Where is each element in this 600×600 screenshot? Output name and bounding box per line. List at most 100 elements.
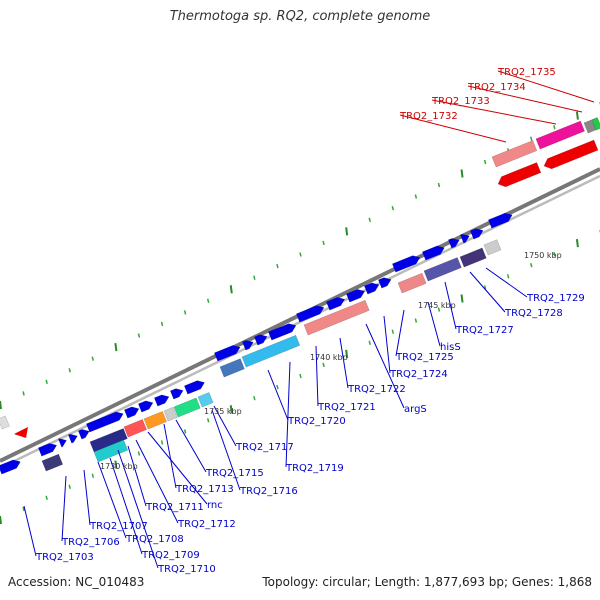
gene-forward (295, 305, 325, 323)
tick-dot (530, 263, 533, 268)
gene-box-6 (173, 397, 201, 418)
label-hiss: hisS (440, 342, 461, 353)
gene-forward (37, 443, 58, 457)
label-trq2_1728: TRQ2_1728 (504, 308, 563, 319)
gene-forward (85, 411, 124, 433)
tick-dot (345, 227, 349, 236)
gene-forward (137, 400, 154, 413)
label-trq2_1722: TRQ2_1722 (347, 384, 406, 395)
label-trq2_1720-leader (267, 369, 289, 421)
label-trq2_1713: TRQ2_1713 (175, 484, 234, 495)
tick-dot (553, 124, 556, 130)
tick-dot (506, 274, 510, 279)
kbp-tick-2: 1740 kbp (310, 353, 348, 362)
label-trq2_1717-leader (213, 405, 237, 447)
gene-top-2 (491, 140, 538, 168)
tick-dot (0, 515, 2, 525)
tick-dot (391, 206, 395, 211)
label-trq2_1716: TRQ2_1716 (239, 486, 298, 497)
tick-dot (206, 298, 210, 303)
label-trq2_1712: TRQ2_1712 (177, 519, 236, 530)
gene-box-8 (219, 358, 245, 378)
gene-forward (345, 289, 366, 303)
tick-dot (437, 307, 441, 312)
label-trq2_1733-leader (431, 99, 557, 125)
label-trq2_1727-leader (444, 281, 457, 330)
tick-dot (530, 136, 533, 141)
gene-reverse-small (14, 427, 28, 438)
tick-dot (322, 362, 325, 368)
label-trq2_1722-leader (339, 337, 349, 389)
label-trq2_1706: TRQ2_1706 (61, 537, 120, 548)
tick-dot (206, 418, 210, 423)
gene-forward (241, 340, 254, 351)
tick-dot (0, 400, 2, 410)
gene-top-3 (535, 120, 585, 150)
gene-box-9 (241, 334, 301, 368)
gene-top-5 (591, 117, 600, 131)
gene-box-7 (197, 392, 214, 408)
label-rnc-leader (147, 431, 208, 505)
tick-dot (276, 384, 279, 390)
gene-forward (447, 238, 460, 249)
label-trq2_1711: TRQ2_1711 (145, 502, 204, 513)
gene-forward (123, 406, 140, 419)
tick-dot (483, 285, 487, 290)
label-args: argS (404, 404, 427, 415)
tick-dot (414, 194, 418, 199)
label-trq2_1732-leader (399, 114, 507, 143)
gene-box-10 (303, 299, 370, 336)
label-trq2_1703: TRQ2_1703 (35, 552, 94, 563)
gene-box-14 (483, 239, 502, 256)
gene-forward (57, 438, 67, 448)
label-trq2_1734-leader (467, 85, 583, 113)
gene-top-6 (0, 415, 10, 430)
gene-forward (363, 282, 380, 295)
kbp-tick-1: 1735 kbp (204, 407, 242, 416)
gene-labels: TRQ2_1735 TRQ2_1734 TRQ2_1733 TRQ2_1732 TRQ2… (35, 67, 585, 575)
gene-forward (325, 297, 346, 311)
label-trq2_1719-leader (285, 361, 291, 468)
label-trq2_1720: TRQ2_1720 (287, 416, 346, 427)
tick-dot (345, 349, 349, 358)
gene-box-13 (459, 247, 487, 268)
label-trq2_1735-leader (497, 70, 595, 103)
tick-dot (299, 373, 302, 379)
gene-box-3 (123, 419, 147, 438)
gene-forward (77, 429, 90, 440)
label-trq2_1716-leader (211, 409, 241, 491)
label-trq2_1710-leader (117, 449, 159, 569)
kbp-tick-4: 1750 kbp (524, 251, 562, 260)
label-trq2_1734: TRQ2_1734 (467, 82, 526, 93)
gene-forward (253, 334, 268, 346)
gene-box-11 (397, 272, 427, 294)
gene-box-12 (423, 257, 462, 282)
label-trq2_1708-leader (97, 461, 127, 539)
gene-top-1 (543, 139, 599, 170)
tick-dot (368, 217, 371, 222)
label-trq2_1721: TRQ2_1721 (317, 402, 376, 413)
gene-forward (469, 228, 484, 240)
gene-box-4 (143, 411, 167, 430)
gene-forward (183, 380, 205, 395)
tick-dot (45, 495, 48, 501)
label-trq2_1708: TRQ2_1708 (125, 534, 184, 545)
gene-forward (459, 233, 470, 244)
map-title: Thermotoga sp. RQ2, complete genome (169, 9, 431, 24)
label-trq2_1729-leader (485, 267, 528, 298)
label-trq2_1727: TRQ2_1727 (455, 325, 514, 336)
label-trq2_1719: TRQ2_1719 (285, 463, 344, 474)
tick-dot (483, 159, 487, 165)
label-trq2_1715: TRQ2_1715 (205, 468, 264, 479)
tick-dot (253, 395, 256, 401)
tick-dot (22, 391, 25, 396)
label-trq2_1711-leader (127, 445, 147, 507)
tick-dot (437, 182, 441, 188)
topology-label: Topology: circular; Length: 1,877,693 bp… (262, 575, 592, 589)
gene-box-2 (93, 439, 129, 463)
gene-box-5 (163, 406, 178, 422)
label-trq2_1721-leader (315, 345, 319, 407)
tick-dot (391, 329, 395, 334)
tick-dot (460, 169, 464, 178)
label-trq2_1707-leader (83, 469, 91, 526)
